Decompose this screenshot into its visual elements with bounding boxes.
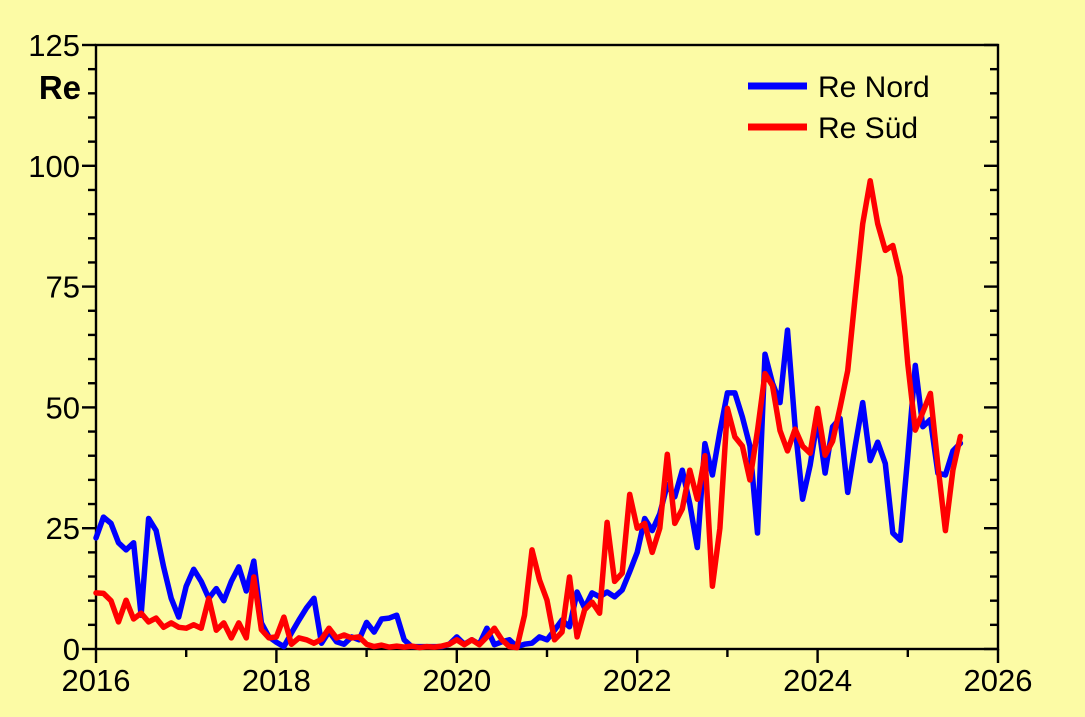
axis-tick-labels: 0 25 50 75 100 125 2016 2018 2020 2022 2024 2026: [28, 28, 1032, 698]
axis-tick-label: 2020: [422, 663, 491, 698]
axis-tick-label: 0: [63, 632, 80, 667]
axis-tick-label: 50: [46, 390, 80, 425]
axis-tick-label: 100: [28, 149, 80, 184]
axis-tick-label: 2016: [62, 663, 131, 698]
axis-tick-label: 75: [46, 270, 80, 305]
data-series: [93, 178, 964, 651]
legend-label-re-sued: Re Süd: [818, 112, 918, 145]
axis-tick-label: 25: [46, 511, 80, 546]
axis-tick-label: 2024: [783, 663, 852, 698]
axis-tick-label: 2018: [242, 663, 311, 698]
axis-tick-label: 125: [28, 28, 80, 63]
axis-tick-label: 2022: [603, 663, 672, 698]
plot-border: [94, 43, 1000, 651]
axis-tick-label: 2026: [964, 663, 1033, 698]
y-axis-title: Re: [39, 69, 81, 106]
legend: Re Nord Re Süd: [748, 71, 930, 145]
series-line-re-s-d: [93, 178, 964, 651]
legend-label-re-nord: Re Nord: [818, 71, 930, 104]
